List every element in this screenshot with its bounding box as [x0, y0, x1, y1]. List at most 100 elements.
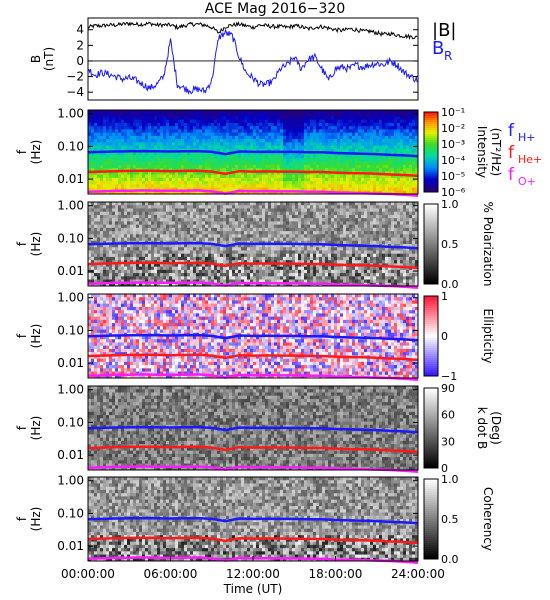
time-tick-label: 18:00:00 — [309, 567, 363, 581]
field-ytick-label: 2 — [76, 38, 84, 52]
intensity-frame — [87, 109, 419, 195]
coherency-line-f-he — [87, 536, 419, 545]
intensity-colorbar: 10⁻¹ 10⁻² 10⁻³ 10⁻⁴ 10⁻⁵ 10⁻⁶ Intensity(nT²/Hz… — [423, 106, 503, 199]
series-b-total — [87, 20, 418, 40]
field-ytick-label: −4 — [66, 85, 84, 99]
ellipticity-line-f-h — [87, 333, 419, 342]
field-ytick-label: 0 — [76, 54, 84, 68]
ellipticity-line-f-he — [87, 353, 419, 362]
ellipticity-ylabel: f(Hz) — [15, 324, 43, 349]
intensity-colorbar-tick: 10⁻¹ — [441, 106, 465, 119]
time-tick-label: 12:00:00 — [226, 567, 280, 581]
k-dot-b-ytick-label: 0.10 — [57, 415, 84, 429]
coherency-colorbar-tick: 0.5 — [441, 513, 459, 526]
ellipticity-colorbar: 1 0 −1 Ellipticity — [423, 290, 495, 383]
coherency-colorbar-frame — [423, 478, 439, 560]
polarization-colorbar-tick: 1.0 — [441, 198, 459, 211]
coherency-line-f-h — [87, 516, 419, 525]
coherency-heatmap — [88, 477, 419, 562]
intensity-colorbar-tick: 10⁻² — [441, 122, 465, 135]
legend-He+-sub: He+ — [518, 153, 542, 166]
k-dot-b-panel: 1.00 0.10 0.01 f(Hz) 90 60 30 0 k dot B(Deg) — [15, 382, 503, 475]
legend-b-r: B — [432, 38, 444, 59]
legend-H+-sub: H+ — [518, 131, 536, 144]
ellipticity-colorbar-frame — [423, 295, 439, 377]
ellipticity-colorbar-label: Ellipticity — [481, 309, 495, 364]
field-ytick-label: 4 — [76, 23, 84, 37]
intensity-ylabel: f(Hz) — [15, 140, 43, 165]
k-dot-b-colorbar-tick: 60 — [441, 409, 455, 422]
intensity-colorbar-frame — [423, 111, 439, 193]
polarization-colorbar-tick: 0.5 — [441, 238, 459, 251]
intensity-colorbar-tick: 10⁻⁶ — [441, 186, 466, 199]
intensity-line-f-o — [87, 189, 419, 197]
ellipticity-colorbar-tick: −1 — [441, 370, 457, 383]
legend-b-total: |B| — [432, 20, 456, 41]
series-b-r — [87, 28, 418, 95]
intensity-line-f-h — [87, 149, 419, 158]
legend-He+-f: f — [508, 143, 515, 163]
time-axis-label: Time (UT) — [223, 582, 283, 596]
ellipticity-frame — [87, 293, 419, 379]
polarization-colorbar: 1.0 0.5 0.0 % Polarization — [423, 198, 495, 291]
polarization-ytick-label: 0.10 — [57, 231, 84, 245]
intensity-ytick-label: 1.00 — [57, 107, 84, 121]
intensity-colorbar-tick: 10⁻³ — [441, 138, 465, 151]
intensity-ytick-label: 0.01 — [57, 172, 84, 186]
coherency-colorbar: 1.0 0.5 0.0 Coherency — [423, 473, 495, 566]
ellipticity-heatmap — [88, 294, 419, 379]
intensity-ytick-label: 0.10 — [57, 139, 84, 153]
figure-title: ACE Mag 2016−320 — [205, 1, 345, 17]
polarization-line-f-h — [87, 241, 419, 250]
ellipticity-colorbar-tick: 0 — [441, 330, 448, 343]
polarization-panel: 1.00 0.10 0.01 f(Hz) 1.0 0.5 0.0 % Polarization — [15, 198, 495, 291]
polarization-line-f-he — [87, 261, 419, 270]
field-frame — [87, 17, 419, 101]
field-panel: 42 0 −2−4 B(nT) |B|B R — [29, 17, 456, 101]
coherency-panel: 1.00 0.10 0.01 f(Hz) 1.0 0.5 0.0 Coherency — [15, 473, 495, 566]
field-ytick-label: −2 — [66, 70, 84, 84]
coherency-colorbar-tick: 1.0 — [441, 473, 459, 486]
polarization-colorbar-label: % Polarization — [481, 202, 495, 287]
time-tick-label: 00:00:00 — [61, 567, 115, 581]
polarization-line-f-o — [87, 281, 419, 289]
intensity-line-f-he — [87, 169, 419, 178]
time-axis: 00:00:00 06:00:00 12:00:00 18:00:00 24:00:00… — [61, 556, 445, 596]
ellipticity-colorbar-tick: 1 — [441, 290, 448, 303]
coherency-ytick-label: 1.00 — [57, 474, 84, 488]
k-dot-b-colorbar-tick: 90 — [441, 382, 455, 395]
coherency-ytick-label: 0.10 — [57, 506, 84, 520]
intensity-heatmap — [88, 110, 419, 195]
coherency-colorbar-tick: 0.0 — [441, 553, 459, 566]
ellipticity-ytick-label: 0.01 — [57, 356, 84, 370]
ellipticity-ytick-label: 0.10 — [57, 323, 84, 337]
legend-b-r-sub: R — [444, 49, 452, 63]
k-dot-b-line-f-o — [87, 465, 419, 473]
ellipticity-ytick-label: 1.00 — [57, 291, 84, 305]
legend-O+-f: f — [508, 165, 515, 185]
coherency-ytick-label: 0.01 — [57, 539, 84, 553]
k-dot-b-line-f-he — [87, 445, 419, 454]
coherency-colorbar-label: Coherency — [481, 487, 495, 551]
intensity-colorbar-label: Intensity(nT²/Hz) — [475, 126, 503, 178]
intensity-colorbar-tick: 10⁻⁵ — [441, 170, 465, 183]
intensity-colorbar-tick: 10⁻⁴ — [441, 154, 466, 167]
polarization-ytick-label: 1.00 — [57, 199, 84, 213]
field-ylabel: B(nT) — [29, 47, 56, 71]
k-dot-b-ytick-label: 1.00 — [57, 383, 84, 397]
k-dot-b-colorbar: 90 60 30 0 k dot B(Deg) — [423, 382, 503, 475]
polarization-ytick-label: 0.01 — [57, 264, 84, 278]
polarization-ylabel: f(Hz) — [15, 232, 43, 257]
time-tick-label: 06:00:00 — [144, 567, 198, 581]
k-dot-b-ytick-label: 0.01 — [57, 448, 84, 462]
k-dot-b-line-f-h — [87, 425, 419, 434]
k-dot-b-colorbar-tick: 30 — [441, 435, 455, 448]
coherency-ylabel: f(Hz) — [15, 507, 43, 532]
k-dot-b-colorbar-frame — [423, 387, 439, 469]
polarization-colorbar-frame — [423, 203, 439, 285]
time-tick-label: 24:00:00 — [391, 567, 445, 581]
intensity-panel: 1.000.100.01f(Hz)10⁻¹10⁻²10⁻³10⁻⁴10⁻⁵10⁻… — [15, 106, 542, 199]
polarization-colorbar-tick: 0.0 — [441, 278, 459, 291]
ellipticity-line-f-o — [87, 373, 419, 381]
